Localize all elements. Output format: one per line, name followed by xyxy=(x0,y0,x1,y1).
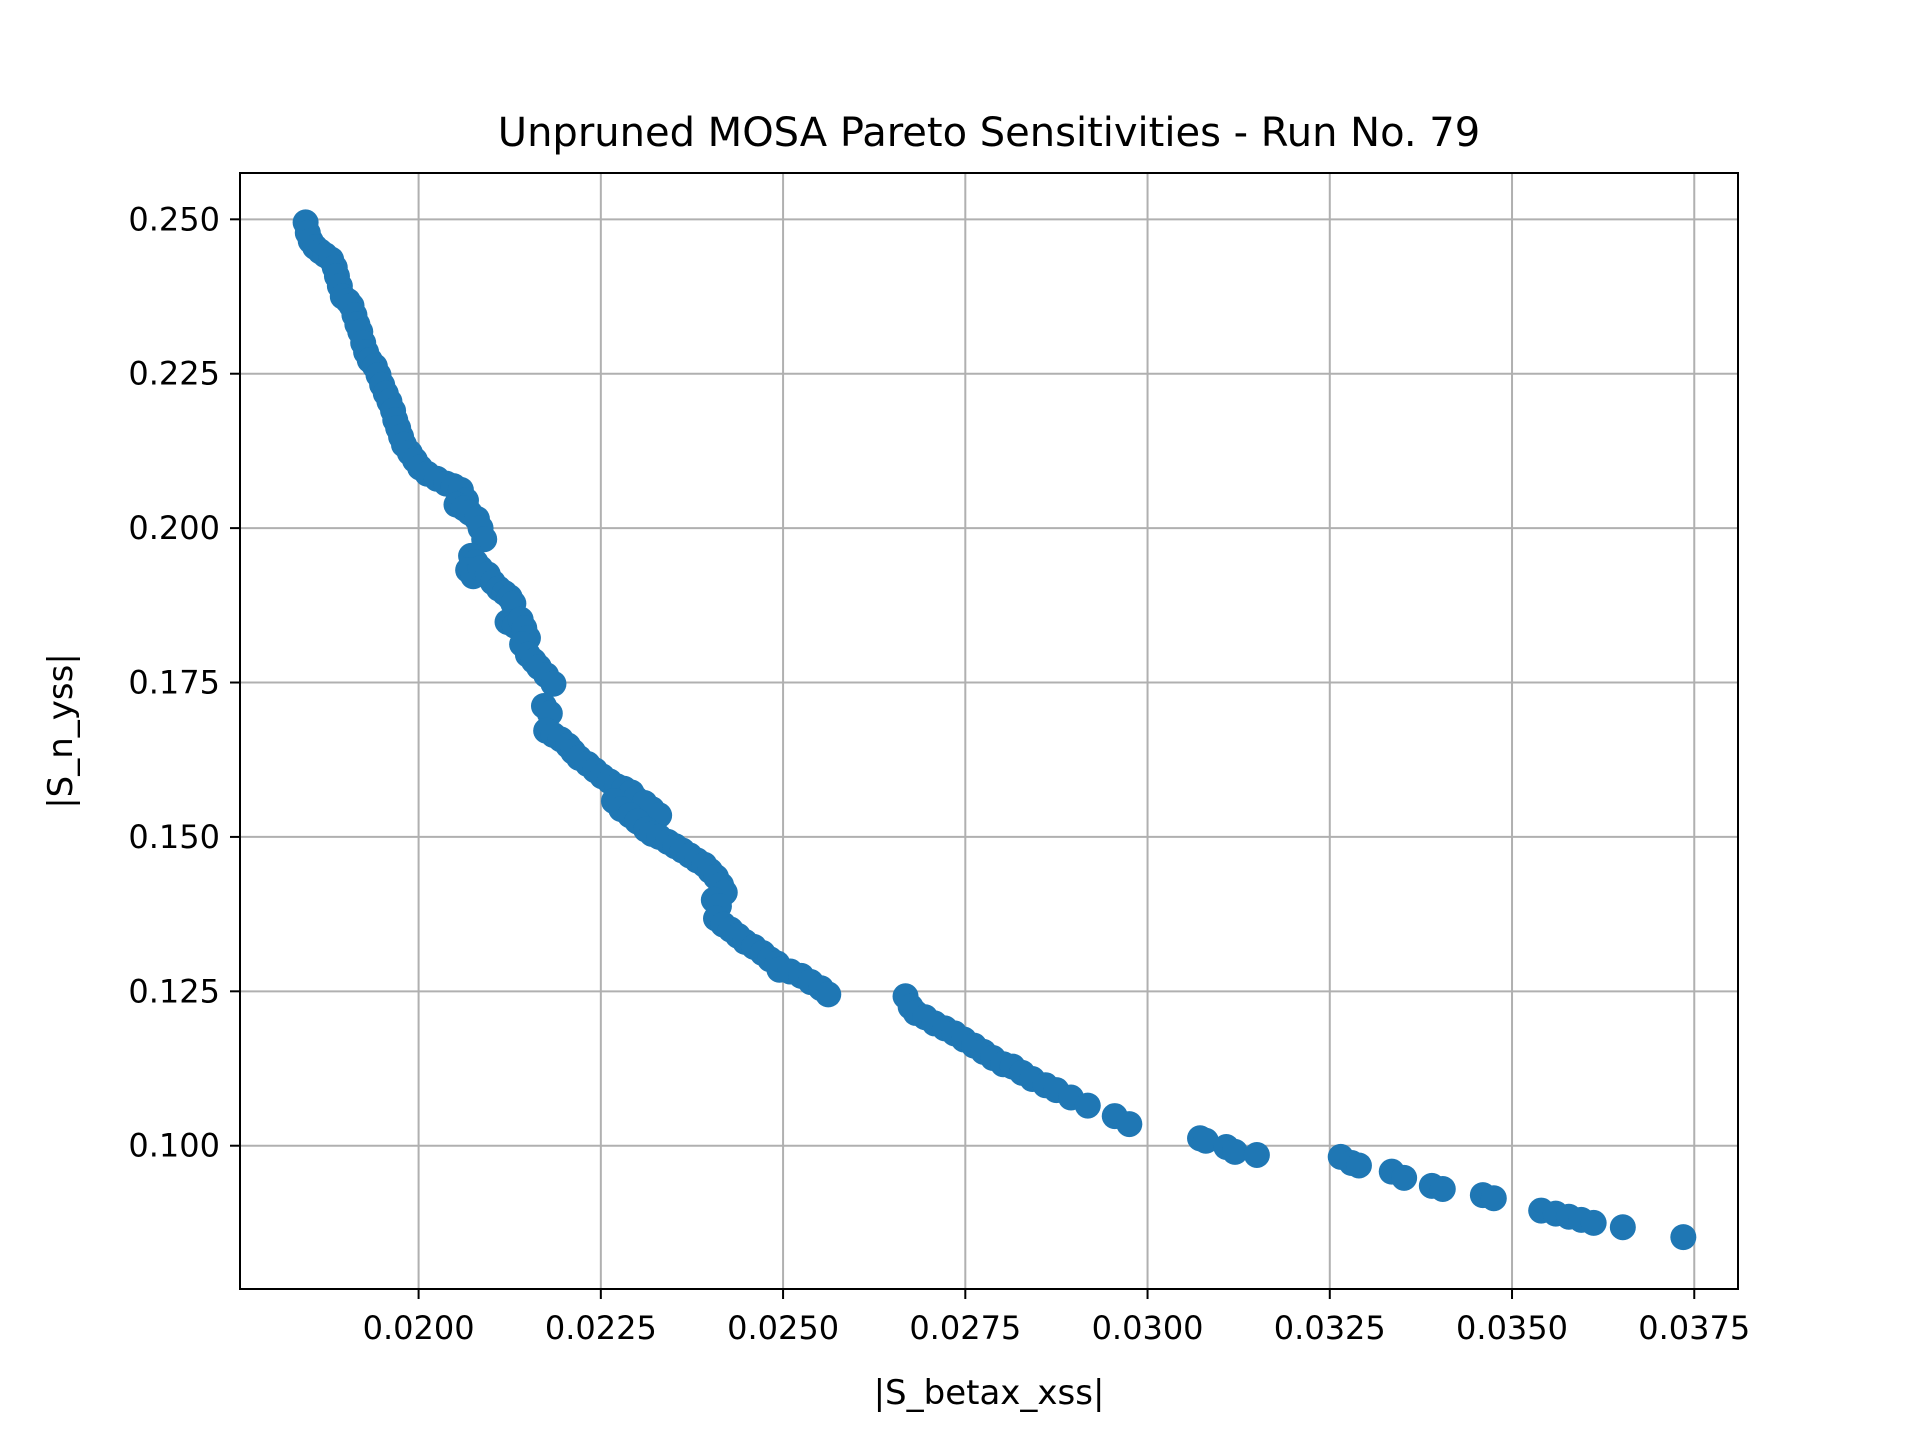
data-point xyxy=(1074,1092,1101,1119)
data-point xyxy=(1391,1164,1418,1191)
x-tick-label: 0.0200 xyxy=(363,1309,475,1347)
plot-frame xyxy=(239,172,1739,1290)
y-tick-label: 0.200 xyxy=(128,509,220,547)
data-point xyxy=(1222,1138,1249,1165)
y-axis-ticks: 0.100 0.125 0.150 0.175 0.200 0.225 0.250 xyxy=(128,200,240,1165)
data-point xyxy=(1243,1141,1270,1168)
y-tick-label: 0.100 xyxy=(128,1127,220,1165)
x-tick-label: 0.0375 xyxy=(1638,1309,1750,1347)
data-point xyxy=(1116,1111,1143,1138)
y-tick-label: 0.175 xyxy=(128,664,220,702)
y-axis-label: |S_n_yss| xyxy=(41,653,81,809)
x-axis-ticks: 0.0200 0.0225 0.0250 0.0275 0.0300 0.0325 0.03… xyxy=(363,1289,1750,1347)
chart-title: Unpruned MOSA Pareto Sensitivities - Run… xyxy=(498,110,1480,156)
data-point xyxy=(1480,1185,1507,1212)
grid xyxy=(240,173,1738,1289)
data-point xyxy=(1192,1127,1219,1154)
x-tick-label: 0.0250 xyxy=(727,1309,839,1347)
x-tick-label: 0.0275 xyxy=(909,1309,1021,1347)
y-tick-label: 0.250 xyxy=(128,200,220,238)
data-point xyxy=(1670,1224,1697,1251)
data-points xyxy=(292,209,1697,1251)
data-point xyxy=(1345,1152,1372,1179)
data-point xyxy=(540,670,567,697)
x-axis-label: |S_betax_xss| xyxy=(874,1373,1105,1413)
data-point xyxy=(1580,1209,1607,1236)
y-tick-label: 0.225 xyxy=(128,355,220,393)
x-tick-label: 0.0225 xyxy=(545,1309,657,1347)
data-point xyxy=(815,981,842,1008)
x-tick-label: 0.0325 xyxy=(1274,1309,1386,1347)
data-point xyxy=(1609,1214,1636,1241)
x-tick-label: 0.0350 xyxy=(1456,1309,1568,1347)
y-tick-label: 0.150 xyxy=(128,818,220,856)
y-tick-label: 0.125 xyxy=(128,972,220,1010)
x-tick-label: 0.0300 xyxy=(1092,1309,1204,1347)
data-point xyxy=(1429,1175,1456,1202)
